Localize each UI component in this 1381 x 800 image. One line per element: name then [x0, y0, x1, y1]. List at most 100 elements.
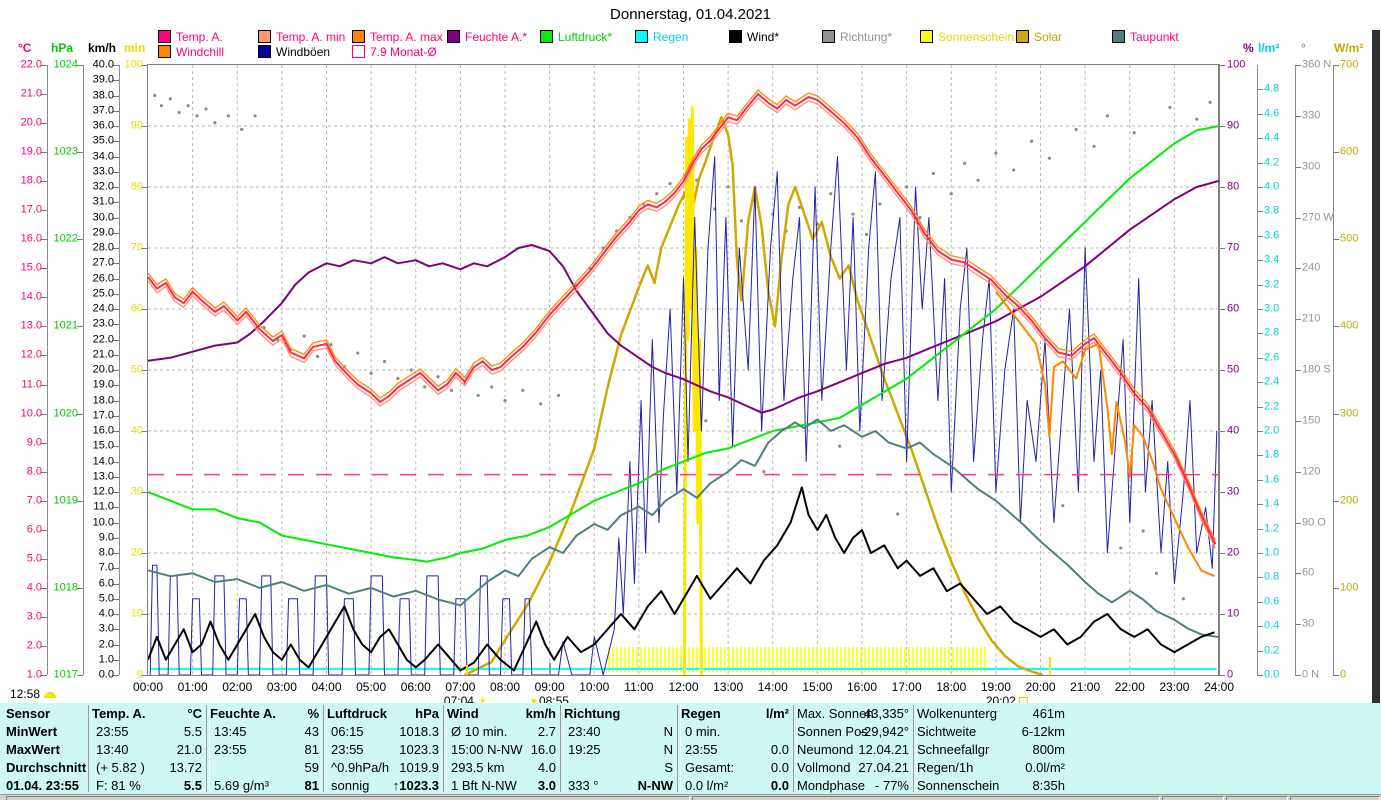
axis-label-wind-kmh: 18.0 — [92, 394, 114, 406]
axis-tick-wind-kmh — [113, 507, 119, 509]
legend-label: Regen — [653, 29, 689, 44]
axis-label-temp-c: 9.0 — [26, 436, 42, 449]
axis-label-humidity-pct: 30 — [1227, 485, 1240, 498]
info-cell-label: Max. Sonnen — [797, 706, 874, 721]
table-cell-label: 23:55 — [214, 742, 247, 757]
axis-label-sunshine-min: 100 — [124, 58, 143, 71]
direction-dot — [409, 368, 413, 372]
info-cell-label: Wolkenunterg — [917, 706, 997, 721]
axis-label-temp-c: 10.0 — [20, 407, 42, 420]
axis-tick-temp-c — [41, 297, 47, 299]
info-cell-value: - 77% — [875, 778, 909, 793]
legend-swatch — [258, 30, 271, 43]
table-col-header: Richtung — [564, 706, 621, 721]
info-cell-value: -29,942° — [859, 724, 909, 739]
axis-tick-temp-c — [41, 94, 47, 96]
chart-plot-area[interactable] — [147, 64, 1220, 676]
x-axis-label: 06:00 — [400, 680, 431, 694]
direction-dot — [1029, 139, 1034, 143]
axis-label-pressure-hpa: 1024 — [53, 58, 78, 71]
axis-tick-wind-kmh — [113, 171, 119, 173]
direction-dot — [1061, 503, 1065, 508]
legend-swatch — [822, 30, 835, 43]
axis-label-humidity-pct: 0 — [1227, 668, 1234, 681]
info-cell-value: 43,335° — [864, 706, 909, 721]
axis-label-rain-lm2: 0.6 — [1264, 595, 1280, 608]
axis-tick-rain-lm2 — [1257, 528, 1263, 530]
axis-label-wind-kmh: 19.0 — [92, 378, 114, 391]
axis-label-rain-lm2: 2.0 — [1264, 424, 1280, 437]
table-col-header: Regen — [681, 706, 721, 721]
axis-tick-rain-lm2 — [1257, 650, 1263, 652]
table-cell-label: 333 ° — [568, 778, 599, 793]
direction-dot — [168, 97, 172, 101]
x-axis-label: 23:00 — [1159, 680, 1190, 694]
axis-tick-temp-c — [41, 645, 47, 647]
axis-label-wind-kmh: 4.0 — [98, 607, 114, 620]
x-axis-label: 00:00 — [132, 680, 164, 694]
axis-header-solar-wm2: W/m² — [1334, 41, 1364, 55]
table-cell-value: 1019.9 — [399, 760, 439, 775]
axis-tick-humidity-pct — [1219, 309, 1225, 310]
legend-label: Temp. A. min — [276, 29, 346, 44]
axis-label-wind-kmh: 27.0 — [92, 256, 114, 269]
direction-dot — [329, 342, 333, 347]
axis-label-wind-kmh: 11.0 — [93, 500, 114, 513]
axis-tick-direction-deg — [1295, 319, 1301, 321]
axis-tick-humidity-pct — [1219, 492, 1225, 493]
axis-label-wind-kmh: 10.0 — [92, 516, 114, 528]
axis-label-humidity-pct: 60 — [1227, 302, 1240, 315]
table-cell-label: 23:55 — [685, 742, 718, 757]
axis-tick-wind-kmh — [113, 400, 119, 402]
direction-dot — [655, 192, 659, 196]
axis-tick-rain-lm2 — [1257, 455, 1263, 457]
axis-label-temp-c: 22.0 — [20, 58, 42, 71]
direction-dot — [396, 376, 400, 381]
table-divider — [323, 705, 327, 792]
x-axis-label: 18:00 — [936, 680, 967, 694]
legend-item-temp-a-min: Temp. A. min — [258, 29, 346, 44]
axis-label-wind-kmh: 35.0 — [92, 134, 114, 147]
axis-tick-wind-kmh — [113, 339, 119, 341]
table-col-header: Temp. A. — [92, 706, 146, 721]
table-row-label: Durchschnitt — [6, 760, 87, 775]
axis-tick-wind-kmh — [113, 110, 119, 112]
axis-tick-rain-lm2 — [1257, 675, 1263, 676]
legend-swatch — [352, 30, 365, 43]
table-row-label: MaxWert — [6, 742, 60, 757]
direction-dot — [739, 219, 744, 223]
axis-label-direction-deg: 60 — [1302, 566, 1315, 579]
axis-tick-wind-kmh — [113, 476, 119, 478]
axis-label-wind-kmh: 12.0 — [92, 485, 114, 498]
axis-header-sunshine-min: min — [124, 41, 146, 55]
direction-dot — [829, 192, 833, 196]
table-cell-label: 13:40 — [96, 742, 129, 757]
direction-dot — [356, 351, 360, 355]
axis-tick-wind-kmh — [113, 141, 119, 143]
axis-tick-rain-lm2 — [1257, 309, 1263, 310]
axis-tick-temp-c — [41, 675, 47, 676]
axis-tick-wind-kmh — [113, 629, 119, 631]
axis-label-wind-kmh: 6.0 — [98, 577, 114, 589]
table-cell-value: 0.0 — [770, 742, 789, 757]
axis-label-rain-lm2: 2.2 — [1264, 400, 1280, 413]
axis-tick-wind-kmh — [113, 659, 119, 661]
axis-label-wind-kmh: 37.0 — [92, 104, 114, 117]
chart-canvas[interactable] — [148, 65, 1219, 675]
axis-label-temp-c: 16.0 — [20, 232, 42, 245]
axis-label-direction-deg: 120 — [1302, 465, 1321, 478]
x-axis-label: 19:00 — [980, 680, 1011, 694]
axis-label-wind-kmh: 33.0 — [92, 165, 114, 178]
legend-swatch — [1016, 30, 1029, 43]
axis-label-direction-deg: 330 — [1302, 109, 1321, 122]
axis-tick-rain-lm2 — [1257, 357, 1263, 359]
direction-dot — [369, 371, 373, 375]
axis-tick-temp-c — [41, 123, 47, 125]
axis-label-sunshine-min: 90 — [130, 119, 143, 132]
x-axis-label: 07:00 — [445, 680, 476, 694]
table-row-label: 01.04. 23:55 — [6, 778, 80, 793]
x-axis-label: 03:00 — [266, 680, 297, 694]
moonrise-annotation: 12:58 — [10, 687, 57, 701]
axis-tick-humidity-pct — [1219, 370, 1225, 371]
direction-dot — [503, 398, 507, 403]
